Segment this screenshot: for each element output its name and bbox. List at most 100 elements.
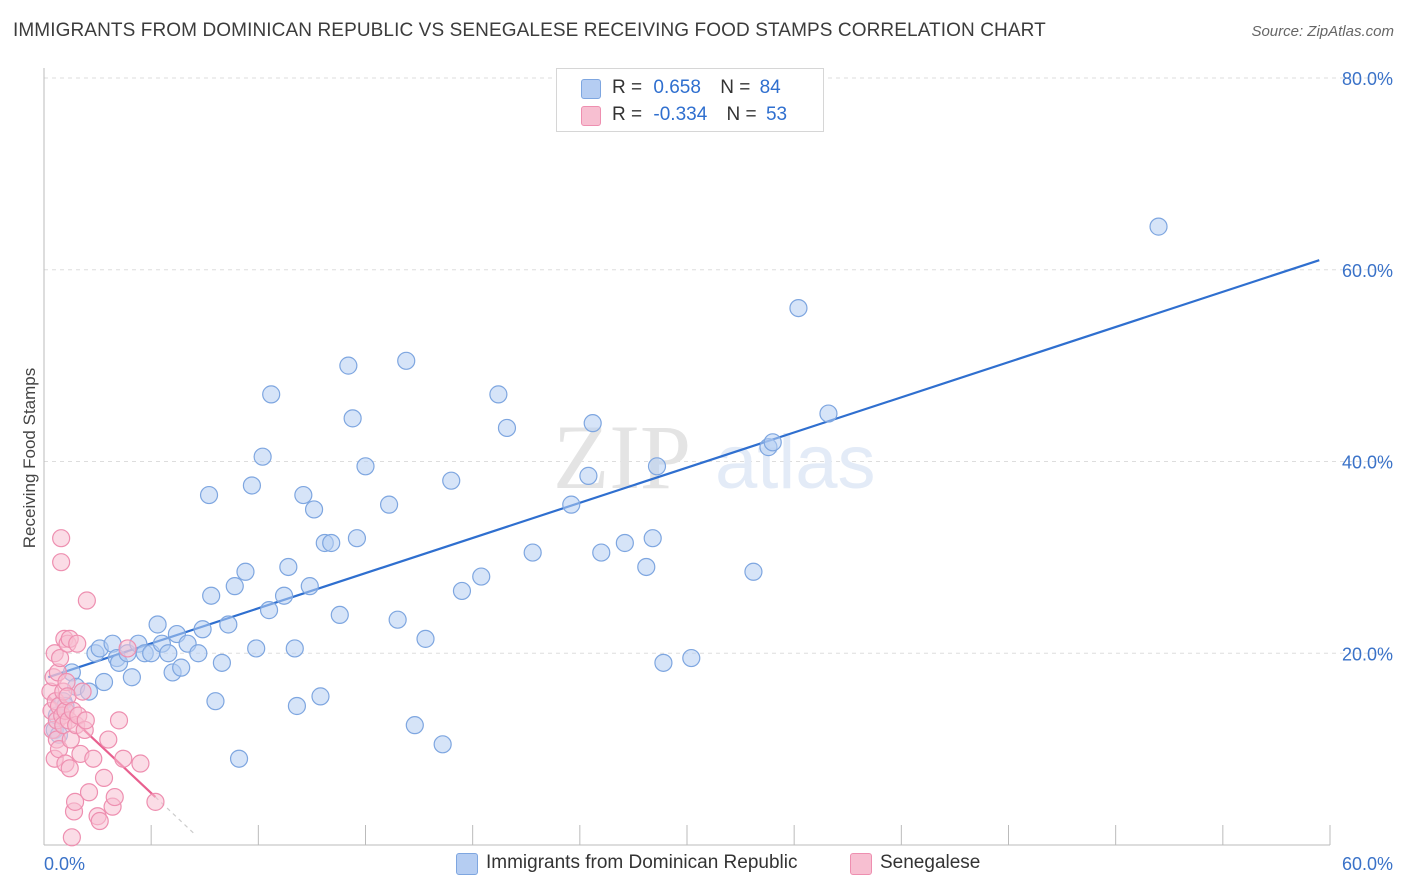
data-points — [41, 217, 1168, 847]
point-senegalese — [52, 553, 71, 572]
tick-labels: 20.0% 40.0% 60.0% 80.0% 0.0% 60.0% — [44, 69, 1393, 874]
point-dominican — [744, 562, 763, 581]
legend-swatch-blue — [581, 79, 601, 99]
legend-r-value: -0.334 — [653, 104, 708, 125]
point-senegalese — [68, 634, 87, 653]
point-dominican — [452, 581, 472, 601]
point-dominican — [592, 543, 611, 562]
point-senegalese — [146, 792, 165, 811]
y-tick-label: 80.0% — [1342, 69, 1393, 89]
bottom-legend-label-senegalese: Senegalese — [880, 852, 981, 873]
point-dominican — [1149, 217, 1168, 236]
point-dominican — [789, 299, 808, 318]
point-dominican — [579, 466, 598, 485]
legend-r-value: 0.658 — [653, 77, 701, 98]
source-label: Source: ZipAtlas.com — [1251, 23, 1394, 40]
point-senegalese — [99, 730, 118, 749]
point-dominican — [253, 447, 272, 466]
point-dominican — [287, 696, 307, 716]
watermark-zip: ZIP — [553, 406, 691, 508]
legend-n-label: N = — [720, 77, 751, 98]
point-dominican — [236, 562, 255, 581]
point-dominican — [405, 716, 424, 735]
point-dominican — [472, 567, 491, 586]
point-dominican — [274, 586, 294, 605]
point-dominican — [637, 557, 656, 577]
correlation-legend: R = 0.658 N = 84 R = -0.334 N = 53 — [556, 68, 824, 132]
point-senegalese — [118, 639, 137, 658]
point-senegalese — [50, 648, 70, 668]
point-dominican — [583, 414, 602, 433]
point-dominican — [615, 533, 634, 553]
point-dominican — [279, 557, 298, 577]
point-dominican — [379, 495, 399, 514]
y-tick-label: 60.0% — [1342, 261, 1393, 281]
bottom-legend-swatch-blue — [456, 853, 478, 875]
point-dominican — [388, 610, 407, 629]
legend-text-senegalese: R = -0.334 N = 53 — [612, 104, 787, 126]
point-senegalese — [65, 792, 85, 811]
point-dominican — [523, 543, 542, 562]
point-dominican — [343, 409, 362, 428]
point-dominican — [330, 605, 349, 625]
legend-r-label: R = — [612, 104, 643, 125]
watermark-atlas: atlas — [715, 420, 876, 505]
point-senegalese — [77, 591, 96, 610]
point-dominican — [199, 485, 219, 505]
point-dominican — [189, 644, 208, 663]
point-dominican — [339, 356, 358, 375]
point-dominican — [497, 418, 517, 438]
point-senegalese — [90, 811, 109, 831]
point-dominican — [819, 404, 838, 423]
chart-title: IMMIGRANTS FROM DOMINICAN REPUBLIC VS SE… — [13, 20, 1046, 41]
point-dominican — [229, 749, 249, 768]
x-tick-label: 60.0% — [1342, 854, 1393, 874]
point-senegalese — [73, 682, 92, 701]
bottom-legend-swatch-pink — [850, 853, 872, 875]
point-dominican — [242, 476, 262, 495]
point-dominican — [322, 533, 341, 553]
point-dominican — [202, 586, 221, 605]
legend-swatch-pink — [581, 106, 601, 126]
legend-r-label: R = — [612, 77, 643, 98]
point-dominican — [763, 433, 782, 452]
point-senegalese — [62, 828, 81, 847]
point-senegalese — [114, 749, 133, 768]
point-senegalese — [79, 783, 99, 802]
point-dominican — [285, 639, 304, 658]
point-dominican — [397, 351, 416, 370]
point-dominican — [172, 658, 191, 677]
point-dominican — [356, 457, 375, 476]
point-dominican — [212, 653, 231, 672]
point-dominican — [206, 692, 225, 711]
point-senegalese — [60, 759, 79, 778]
point-senegalese — [105, 787, 124, 807]
point-dominican — [682, 648, 701, 668]
point-senegalese — [84, 749, 103, 768]
point-dominican — [148, 615, 167, 634]
y-tick-label: 40.0% — [1342, 453, 1393, 473]
point-dominican — [225, 577, 244, 596]
y-tick-label: 20.0% — [1342, 644, 1393, 664]
point-dominican — [247, 639, 266, 658]
point-dominican — [433, 735, 452, 754]
point-senegalese — [131, 754, 150, 773]
point-dominican — [300, 577, 319, 596]
bottom-legend-label-dominican: Immigrants from Dominican Republic — [486, 852, 798, 873]
point-dominican — [122, 668, 141, 687]
axes — [43, 68, 1331, 846]
point-dominican — [262, 385, 281, 404]
point-dominican — [416, 629, 435, 648]
point-senegalese — [76, 711, 95, 730]
x-tick-label: 0.0% — [44, 854, 85, 874]
point-senegalese — [52, 529, 71, 548]
point-dominican — [219, 615, 238, 634]
point-dominican — [159, 644, 178, 663]
trend-line-dominican — [47, 259, 1320, 679]
point-dominican — [294, 485, 313, 505]
trend-lines — [47, 259, 1320, 834]
legend-n-value: 53 — [765, 104, 788, 125]
legend-n-label: N = — [726, 104, 757, 125]
point-dominican — [311, 687, 330, 706]
point-dominican — [562, 495, 581, 514]
